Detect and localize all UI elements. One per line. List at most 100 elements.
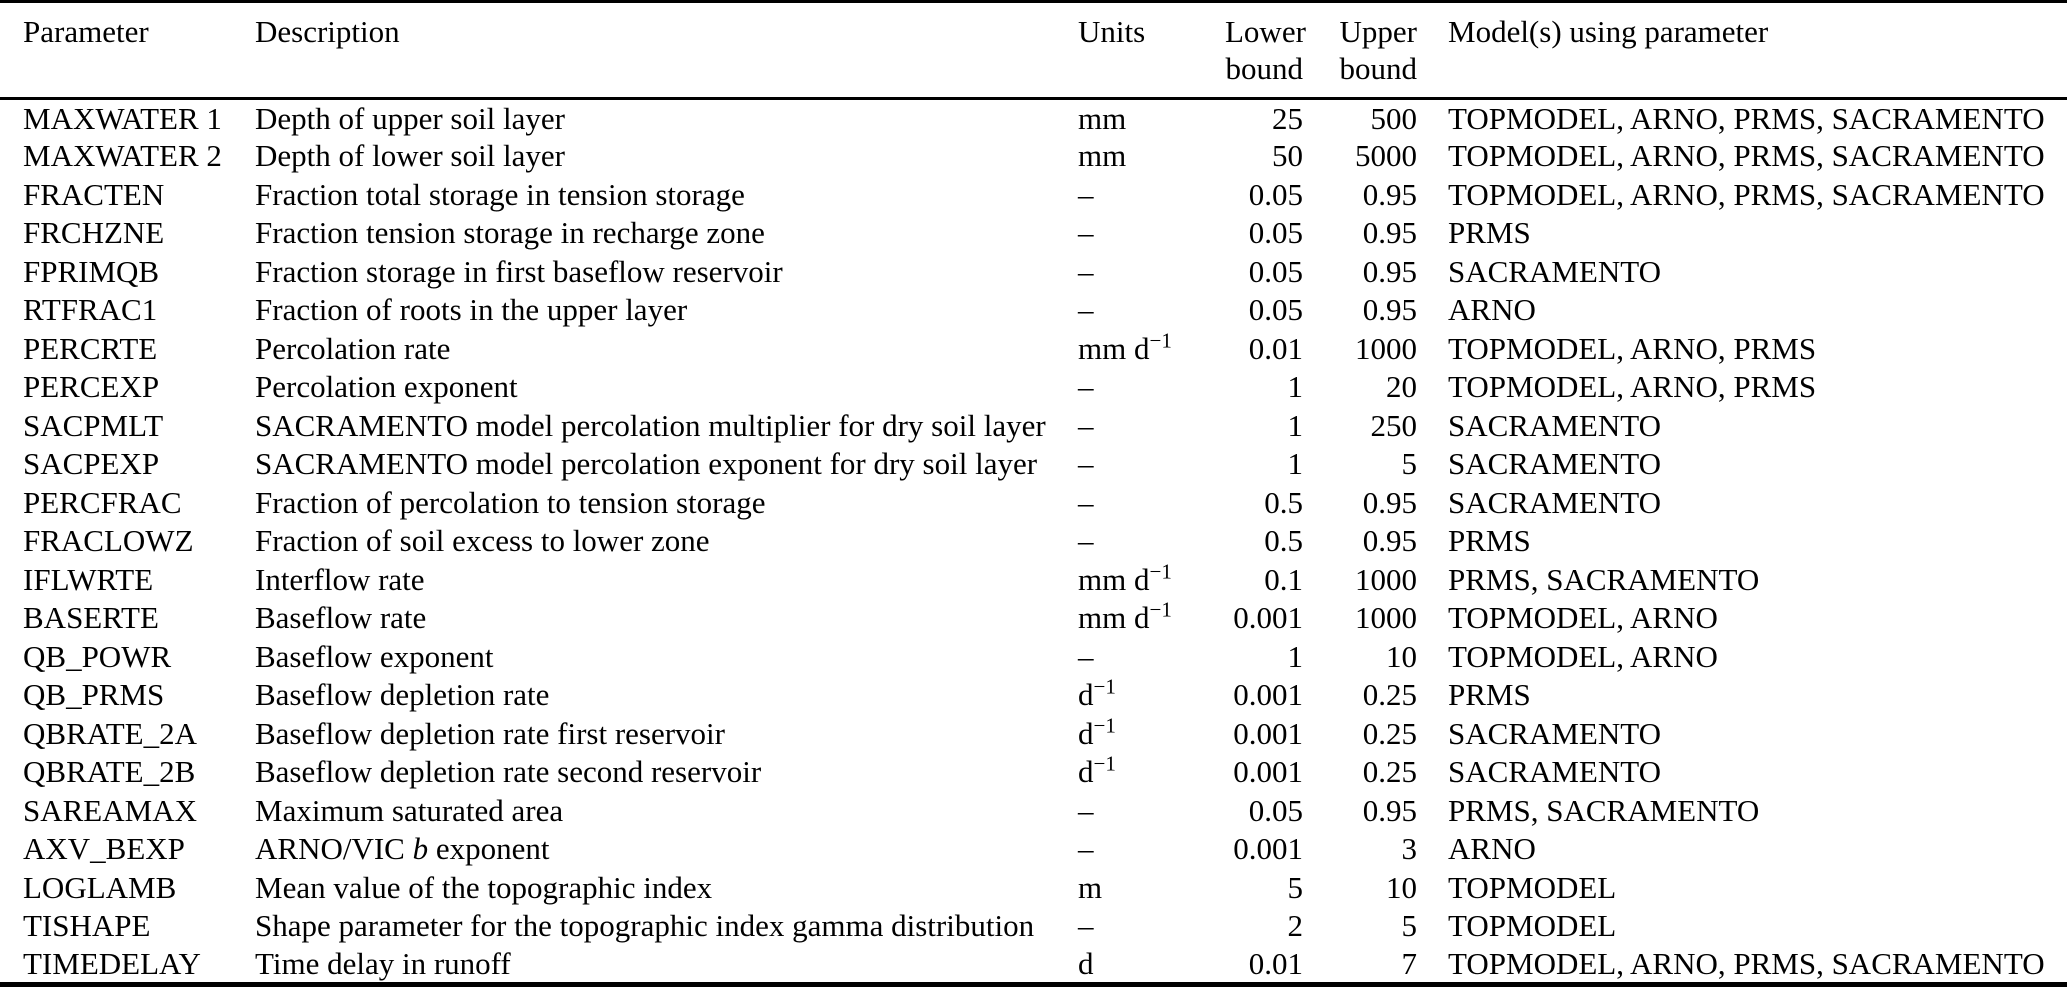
table-body: MAXWATER 1 Depth of upper soil layer mm 25 5… [0, 99, 2067, 985]
lower-bound-cell: 0.5 [1264, 523, 1303, 559]
description-cell: Shape parameter for the topographic inde… [255, 908, 1035, 944]
upper-bound-cell: 20 [1386, 369, 1417, 405]
models-cell: PRMS [1448, 677, 1531, 713]
description-cell: Depth of lower soil layer [255, 138, 565, 174]
table-row: SACPMLT SACRAMENTO model percolation mult… [0, 407, 2067, 446]
param-cell: AXV_BEXP [23, 831, 185, 867]
upper-bound-cell: 1000 [1355, 330, 1417, 366]
description-cell: Fraction of roots in the upper layer [255, 292, 688, 328]
table-row: FPRIMQB Fraction storage in first baseflo… [0, 253, 2067, 292]
units-cell: – [1078, 638, 1094, 674]
models-cell: TOPMODEL [1448, 908, 1617, 944]
units-cell: mm [1078, 100, 1127, 136]
upper-bound-cell: 1000 [1355, 561, 1417, 597]
models-cell: ARNO [1448, 831, 1536, 867]
table-row: PERCFRAC Fraction of percolation to tensi… [0, 484, 2067, 523]
upper-bound-cell: 0.95 [1362, 484, 1417, 520]
units-cell: d−1 [1078, 713, 1116, 751]
table-header-row: Parameter Description Units Lower bound … [0, 1, 2067, 100]
table-row: SAREAMAX Maximum saturated area – 0.05 0.95 P… [0, 792, 2067, 831]
upper-bound-cell: 5000 [1355, 138, 1417, 174]
lower-bound-cell: 25 [1272, 100, 1303, 136]
header-parameter: Parameter [0, 1, 255, 100]
description-cell: Fraction total storage in tension storag… [255, 176, 745, 212]
param-cell: BASERTE [23, 600, 159, 636]
description-cell: Baseflow depletion rate [255, 677, 550, 713]
units-cell: – [1078, 407, 1094, 443]
units-cell: – [1078, 792, 1094, 828]
lower-bound-cell: 0.05 [1248, 292, 1303, 328]
lower-bound-cell: 0.01 [1248, 330, 1303, 366]
lower-bound-cell: 0.05 [1248, 253, 1303, 289]
units-cell: d−1 [1078, 674, 1116, 713]
header-description: Description [255, 1, 1078, 100]
description-cell: Baseflow rate [255, 600, 427, 636]
lower-bound-cell: 1 [1287, 369, 1304, 405]
lower-bound-cell: 0.001 [1233, 715, 1303, 751]
models-cell: TOPMODEL, ARNO, PRMS, SACRAMENTO [1448, 138, 2045, 174]
units-cell: – [1078, 215, 1094, 251]
param-cell: MAXWATER 1 [23, 100, 222, 136]
description-cell: Fraction tension storage in recharge zon… [255, 215, 765, 251]
table-row: RTFRAC1 Fraction of roots in the upper la… [0, 291, 2067, 330]
description-cell: Fraction storage in first baseflow reser… [255, 253, 783, 289]
description-cell: Baseflow depletion rate second reservoir [255, 754, 762, 790]
table-row: QB_POWR Baseflow exponent – 1 10 TOPMODEL, AR… [0, 638, 2067, 677]
description-cell: SACRAMENTO model percolation exponent fo… [255, 446, 1038, 482]
units-cell: mm d−1 [1078, 328, 1172, 366]
models-cell: TOPMODEL, ARNO, PRMS, SACRAMENTO [1448, 945, 2045, 981]
models-cell: SACRAMENTO [1448, 754, 1662, 790]
table-row: QB_PRMS Baseflow depletion rate d−1 0.001 0.… [0, 676, 2067, 715]
models-cell: PRMS, SACRAMENTO [1448, 792, 1760, 828]
lower-bound-cell: 0.001 [1233, 754, 1303, 790]
upper-bound-cell: 0.95 [1362, 523, 1417, 559]
units-cell: mm d−1 [1078, 597, 1172, 636]
table-row: FRCHZNE Fraction tension storage in recha… [0, 214, 2067, 253]
description-cell: Fraction of percolation to tension stora… [255, 484, 766, 520]
lower-bound-cell: 5 [1287, 869, 1304, 905]
units-cell: – [1078, 253, 1094, 289]
description-cell: Baseflow depletion rate first reservoir [255, 715, 725, 751]
upper-bound-cell: 10 [1386, 638, 1417, 674]
param-cell: SACPMLT [23, 407, 164, 443]
upper-bound-cell: 0.95 [1362, 176, 1417, 212]
lower-bound-cell: 0.05 [1248, 176, 1303, 212]
lower-bound-cell: 0.5 [1264, 484, 1303, 520]
lower-bound-cell: 0.001 [1233, 831, 1303, 867]
param-cell: TIMEDELAY [23, 945, 201, 981]
upper-bound-cell: 3 [1401, 831, 1418, 867]
upper-bound-cell: 0.25 [1362, 754, 1417, 790]
description-cell: SACRAMENTO model percolation multiplier … [255, 407, 1046, 443]
upper-bound-cell: 0.95 [1362, 292, 1417, 328]
models-cell: ARNO [1448, 292, 1536, 328]
lower-bound-cell: 0.001 [1233, 677, 1303, 713]
models-cell: SACRAMENTO [1448, 446, 1662, 482]
param-cell: FRACLOWZ [23, 523, 194, 559]
units-cell: – [1078, 831, 1094, 867]
param-cell: QB_POWR [23, 638, 172, 674]
table-row: MAXWATER 2 Depth of lower soil layer mm 50 5… [0, 137, 2067, 176]
table-row: TISHAPE Shape parameter for the topograph… [0, 907, 2067, 946]
upper-bound-cell: 7 [1401, 945, 1418, 981]
lower-bound-cell: 0.01 [1248, 945, 1303, 981]
models-cell: PRMS [1448, 215, 1531, 251]
table-row: QBRATE_2A Baseflow depletion rate first r… [0, 715, 2067, 754]
lower-bound-cell: 2 [1287, 908, 1304, 944]
table-header: Parameter Description Units Lower bound … [0, 1, 2067, 100]
lower-bound-cell: 1 [1287, 638, 1304, 674]
lower-bound-cell: 0.1 [1264, 561, 1303, 597]
upper-bound-cell: 1000 [1355, 600, 1417, 636]
models-cell: SACRAMENTO [1448, 407, 1662, 443]
description-cell: Fraction of soil excess to lower zone [255, 523, 710, 559]
description-cell: Interflow rate [255, 561, 425, 597]
param-cell: PERCEXP [23, 369, 160, 405]
header-upper-bound: Upper bound [1303, 1, 1417, 100]
table-row: IFLWRTE Interflow rate mm d−1 0.1 1000 PRMS, … [0, 561, 2067, 600]
header-models: Model(s) using parameter [1417, 1, 2067, 100]
description-cell: Depth of upper soil layer [255, 100, 565, 136]
upper-bound-cell: 5 [1401, 446, 1418, 482]
table-row: SACPEXP SACRAMENTO model percolation expo… [0, 445, 2067, 484]
upper-bound-cell: 0.95 [1362, 215, 1417, 251]
